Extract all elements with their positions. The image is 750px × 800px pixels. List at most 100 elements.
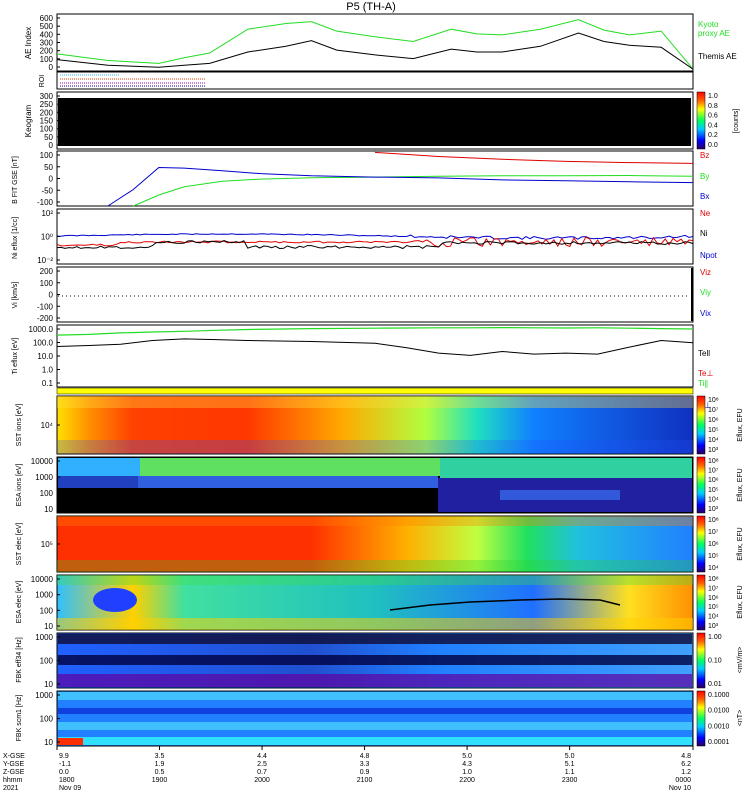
esa-elec-cb-label: Eflux, EFU bbox=[737, 585, 744, 618]
fbk-e-ylabel: FBK eff34 [Hz] bbox=[16, 637, 23, 682]
bfield-tick: -50 bbox=[41, 186, 53, 195]
x-tick-label: 4.3 bbox=[462, 761, 472, 768]
legend-tipar: Ti∥ bbox=[698, 379, 708, 388]
legend-themis-ae: Themis AE bbox=[698, 52, 737, 61]
temperature-panel: Ti eflux [eV] 1000.0 100.0 10.0 1.0 0.1 Tell… bbox=[12, 324, 713, 410]
sst-ion-cb-tick: 10⁸ bbox=[708, 397, 719, 404]
x-tick-label: 4.4 bbox=[257, 753, 267, 760]
velocity-panel: Vi [km/s] 200 100 0 -100 -200 Viz Viy Vix bbox=[12, 266, 711, 323]
tell-line bbox=[56, 326, 694, 336]
ne-red-line bbox=[56, 236, 694, 248]
x-row-label: Z-GSE bbox=[3, 769, 25, 776]
fbk-b-tick: 100 bbox=[40, 715, 54, 724]
ni-blue-line bbox=[56, 233, 694, 240]
density-tick: 10² bbox=[41, 209, 53, 218]
legend-by: By bbox=[700, 172, 709, 181]
fbk-b-panel: FBK scm1 [Hz] 1000 100 10 0.1000 0.0100 0.00… bbox=[16, 690, 744, 747]
sst-ion-cb-tick: 10⁶ bbox=[708, 417, 719, 424]
x-tick-label: 3.3 bbox=[360, 761, 370, 768]
x-tick-label: 3.5 bbox=[155, 753, 165, 760]
fbk-b-ylabel: FBK scm1 [Hz] bbox=[16, 695, 23, 742]
sst-ion-tick: 10⁴ bbox=[41, 421, 54, 430]
bfield-ylabel: B FIT GSE [nT] bbox=[12, 156, 19, 204]
esa-elec-cb-tick: 10⁴ bbox=[708, 614, 719, 621]
sst-ion-cb-tick: 10⁴ bbox=[708, 437, 719, 444]
ae-ylabel: AE Index bbox=[24, 27, 33, 59]
x-tick-label: 1.0 bbox=[462, 769, 472, 776]
esa-elec-panel: ESA elec [eV] 10000 1000 100 10 10⁸ 10⁷ 10⁶ 10… bbox=[16, 574, 744, 631]
sst-ion-cb-label: Eflux, EFU bbox=[737, 408, 744, 441]
ae-tick: 600 bbox=[40, 14, 54, 23]
roi-panel: ROI bbox=[39, 71, 694, 90]
esa-ion-cb-tick: 10⁵ bbox=[708, 487, 719, 494]
velocity-tick: 200 bbox=[40, 267, 54, 276]
x-axis-labels: X-GSEY-GSEZ-GSEhhmm20219.9-1.10.01800Nov… bbox=[3, 746, 694, 792]
bfield-tick: -100 bbox=[37, 198, 54, 207]
keogram-tick: 250 bbox=[40, 100, 54, 109]
fbk-e-tick: 100 bbox=[40, 657, 54, 666]
esa-elec-cb-tick: 10³ bbox=[708, 623, 719, 630]
x-tick-label: 1.9 bbox=[155, 761, 165, 768]
fbk-b-cb-label: <nT> bbox=[737, 710, 744, 726]
esa-ion-cb-tick: 10⁷ bbox=[708, 468, 719, 475]
esa-elec-tick: 10 bbox=[44, 622, 53, 631]
keogram-tick: 150 bbox=[40, 117, 54, 126]
bfield-panel: B FIT GSE [nT] 100 50 0 -50 -100 Bz By Bx bbox=[12, 150, 709, 207]
esa-elec-ylabel: ESA elec [eV] bbox=[16, 581, 23, 624]
x-tick-label: 1.1 bbox=[565, 769, 575, 776]
velocity-tick: -200 bbox=[37, 314, 54, 323]
keogram-cb-tick: 1.0 bbox=[708, 93, 718, 100]
x-row-label: hhmm bbox=[3, 777, 23, 784]
fbk-b-cb-tick: 0.1000 bbox=[708, 692, 730, 699]
x-row-label: 2021 bbox=[3, 785, 19, 792]
esa-ion-ylabel: ESA ions [eV] bbox=[16, 464, 23, 507]
keogram-tick: 300 bbox=[40, 92, 54, 101]
x-row-label: Y-GSE bbox=[3, 761, 24, 768]
density-tick: 10⁰ bbox=[41, 233, 53, 242]
legend-vix: Vix bbox=[700, 309, 711, 318]
roi-ylabel: ROI bbox=[39, 75, 46, 88]
legend-ne: Ne bbox=[700, 209, 711, 218]
keogram-cb-tick: 0.6 bbox=[708, 113, 718, 120]
esa-ion-panel: ESA ions [eV] 10000 1000 100 10 10⁸ 10⁷ 10⁶ 10… bbox=[16, 456, 744, 514]
x-tick-label: 1900 bbox=[152, 777, 168, 784]
x-tick-label: 2200 bbox=[459, 777, 475, 784]
sst-elec-tick: 10⁵ bbox=[41, 540, 53, 549]
esa-ion-cb-tick: 10⁸ bbox=[708, 458, 719, 465]
legend-viz: Viz bbox=[700, 268, 711, 277]
esa-elec-cb-tick: 10⁸ bbox=[708, 576, 719, 583]
temperature-tick: 100.0 bbox=[33, 339, 54, 348]
keogram-tick: 100 bbox=[40, 125, 54, 134]
legend-bx: Bx bbox=[700, 192, 709, 201]
temperature-tick: 0.1 bbox=[42, 379, 54, 388]
fbk-e-tick: 10 bbox=[44, 680, 53, 689]
esa-ion-tick: 10 bbox=[44, 505, 53, 514]
bfield-tick: 100 bbox=[40, 151, 54, 160]
x-tick-label: 5.1 bbox=[565, 761, 575, 768]
sst-ion-cb-tick: 10⁷ bbox=[708, 407, 719, 414]
legend-npot: Npot bbox=[700, 251, 718, 260]
keogram-cb-tick: 0.2 bbox=[708, 132, 718, 139]
x-tick-label: 1.2 bbox=[681, 769, 691, 776]
esa-elec-cb-tick: 10⁵ bbox=[708, 604, 719, 611]
x-tick-label: 2000 bbox=[254, 777, 270, 784]
esa-ion-cb-tick: 10⁴ bbox=[708, 496, 719, 503]
bfield-tick: 0 bbox=[49, 175, 54, 184]
legend-teperp: Te⊥ bbox=[698, 369, 713, 378]
x-tick-label: 2100 bbox=[357, 777, 373, 784]
x-tick-label: Nov 10 bbox=[669, 785, 691, 792]
esa-elec-tick: 100 bbox=[40, 606, 54, 615]
bx-line bbox=[107, 166, 694, 207]
esa-ion-cb-tick: 10⁶ bbox=[708, 477, 719, 484]
fbk-e-tick: 1000 bbox=[35, 633, 53, 642]
keogram-cb-tick: 0.0 bbox=[708, 142, 718, 149]
legend-viy: Viy bbox=[700, 288, 711, 297]
velocity-tick: 0 bbox=[49, 291, 54, 300]
legend-tell: Tell bbox=[698, 349, 710, 358]
fbk-e-cb-label: <mV/m> bbox=[737, 647, 744, 673]
keogram-cb-tick: 0.4 bbox=[708, 122, 718, 129]
legend-bz: Bz bbox=[700, 151, 709, 160]
ae-tick: 0 bbox=[49, 63, 54, 72]
fbk-e-panel: FBK eff34 [Hz] 1000 100 10 1.00 0.10 0.01 <m… bbox=[16, 632, 744, 689]
